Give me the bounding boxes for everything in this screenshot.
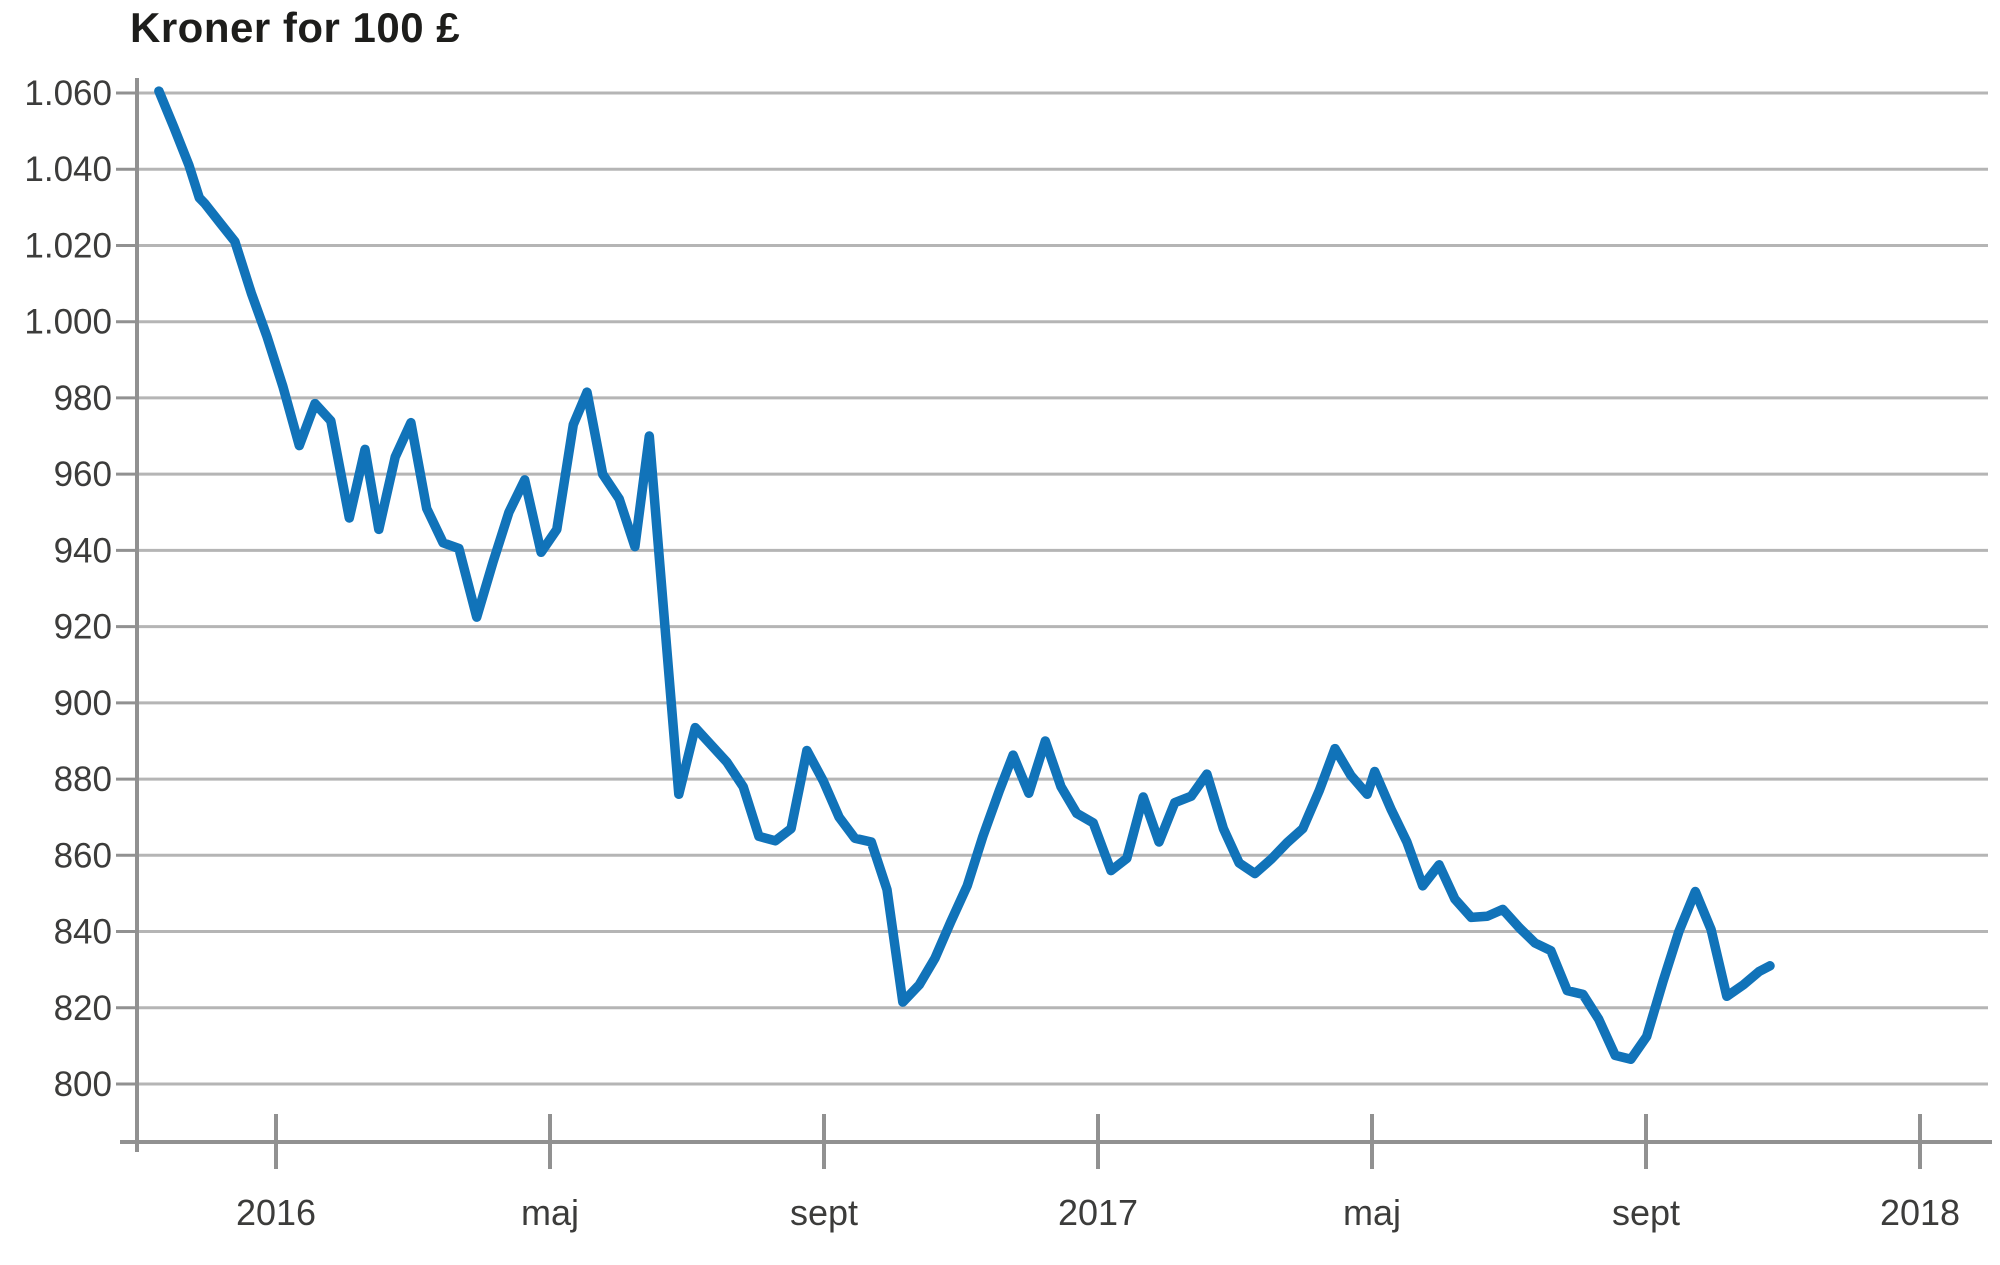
y-axis-tick-label: 880 <box>54 760 112 799</box>
x-axis-tick-label: 2016 <box>236 1192 316 1233</box>
chart-title: Kroner for 100 £ <box>130 4 461 51</box>
x-axis-tick-label: sept <box>1612 1192 1680 1233</box>
y-axis-tick-label: 1.000 <box>24 303 112 342</box>
y-axis-tick-label: 1.060 <box>24 74 112 113</box>
x-axis-tick-label: maj <box>521 1192 579 1233</box>
y-axis-tick-label: 1.020 <box>24 226 112 265</box>
x-axis-tick-label: maj <box>1343 1192 1401 1233</box>
exchange-rate-line <box>154 86 1775 1064</box>
y-axis-tick-label: 820 <box>54 989 112 1028</box>
y-axis-tick-label: 1.040 <box>24 150 112 189</box>
y-axis-tick-label: 800 <box>54 1065 112 1104</box>
y-axis-tick-label: 840 <box>54 913 112 952</box>
y-axis-tick-label: 920 <box>54 608 112 647</box>
y-axis-tick-label: 980 <box>54 379 112 418</box>
y-axis-tick-label: 900 <box>54 684 112 723</box>
y-axis-tick-label: 960 <box>54 455 112 494</box>
x-axis-tick-label: 2017 <box>1058 1192 1138 1233</box>
y-axis-tick-label: 860 <box>54 836 112 875</box>
x-axis-tick-label: 2018 <box>1880 1192 1960 1233</box>
x-axis-tick-label: sept <box>790 1192 858 1233</box>
y-axis-tick-label: 940 <box>54 531 112 570</box>
